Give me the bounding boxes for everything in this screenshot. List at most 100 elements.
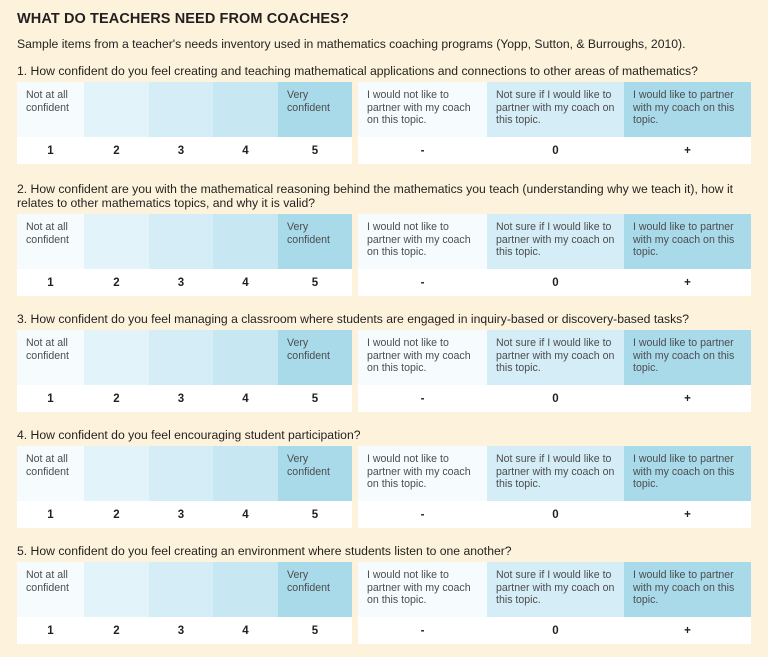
partner-option-yes[interactable]: I would like to partner with my coach on… [624,562,751,644]
partner-option-unsure[interactable]: Not sure if I would like to partner with… [487,330,624,412]
partner-option-yes[interactable]: I would like to partner with my coach on… [624,82,751,164]
scale-number: 1 [17,385,84,412]
scale-option-4[interactable]: 4 [213,214,278,296]
scale-high-label: Very confident [278,214,352,269]
partner-symbol: + [624,137,751,164]
scale-option-4[interactable]: 4 [213,82,278,164]
scale-number: 5 [278,501,352,528]
confidence-scale-2: Not at all confident 1 2 3 4 Very confide… [17,214,352,296]
partner-option-no[interactable]: I would not like to partner with my coac… [358,562,487,644]
scale-number: 4 [213,385,278,412]
scale-option-2[interactable]: 2 [84,330,149,412]
scale-option-3[interactable]: 3 [149,446,213,528]
scale-option-5[interactable]: Very confident 5 [278,446,352,528]
partner-label: I would not like to partner with my coac… [358,330,487,385]
partner-label: Not sure if I would like to partner with… [487,562,624,617]
partner-label: I would like to partner with my coach on… [624,82,751,137]
scale-option-4[interactable]: 4 [213,446,278,528]
scale-option-3[interactable]: 3 [149,82,213,164]
scale-number: 3 [149,385,213,412]
scale-low-label: Not at all confident [17,562,84,617]
question-4: 4. How confident do you feel encouraging… [17,428,361,442]
scale-number: 4 [213,137,278,164]
scale-option-3[interactable]: 3 [149,214,213,296]
scale-number: 2 [84,501,149,528]
partner-label: Not sure if I would like to partner with… [487,82,624,137]
partner-symbol: + [624,269,751,296]
partner-option-no[interactable]: I would not like to partner with my coac… [358,82,487,164]
scale-option-1[interactable]: Not at all confident 1 [17,330,84,412]
scale-number: 1 [17,269,84,296]
scale-option-2[interactable]: 2 [84,446,149,528]
scale-number: 2 [84,617,149,644]
scale-low-label: Not at all confident [17,330,84,385]
scale-number: 4 [213,617,278,644]
partner-scale-2: I would not like to partner with my coac… [358,214,751,296]
partner-label: I would not like to partner with my coac… [358,214,487,269]
partner-label: I would like to partner with my coach on… [624,562,751,617]
partner-option-unsure[interactable]: Not sure if I would like to partner with… [487,562,624,644]
scale-option-5[interactable]: Very confident 5 [278,82,352,164]
scale-low-label: Not at all confident [17,446,84,501]
scale-option-1[interactable]: Not at all confident 1 [17,446,84,528]
scale-number: 5 [278,617,352,644]
partner-option-unsure[interactable]: Not sure if I would like to partner with… [487,82,624,164]
scale-option-4[interactable]: 4 [213,330,278,412]
partner-label: Not sure if I would like to partner with… [487,214,624,269]
scale-option-4[interactable]: 4 [213,562,278,644]
partner-option-no[interactable]: I would not like to partner with my coac… [358,446,487,528]
scale-option-3[interactable]: 3 [149,330,213,412]
question-2: 2. How confident are you with the mathem… [17,182,734,210]
partner-symbol: + [624,385,751,412]
partner-scale-5: I would not like to partner with my coac… [358,562,751,644]
scale-option-5[interactable]: Very confident 5 [278,330,352,412]
partner-option-yes[interactable]: I would like to partner with my coach on… [624,214,751,296]
scale-number: 5 [278,137,352,164]
scale-option-2[interactable]: 2 [84,82,149,164]
partner-scale-3: I would not like to partner with my coac… [358,330,751,412]
scale-option-1[interactable]: Not at all confident 1 [17,562,84,644]
page-title: WHAT DO TEACHERS NEED FROM COACHES? [17,11,349,27]
scale-high-label: Very confident [278,446,352,501]
partner-symbol: - [358,385,487,412]
scale-number: 1 [17,501,84,528]
scale-option-5[interactable]: Very confident 5 [278,562,352,644]
scale-option-1[interactable]: Not at all confident 1 [17,82,84,164]
page-subtitle: Sample items from a teacher's needs inve… [17,37,686,51]
partner-scale-1: I would not like to partner with my coac… [358,82,751,164]
scale-number: 5 [278,269,352,296]
partner-label: I would not like to partner with my coac… [358,446,487,501]
partner-symbol: 0 [487,501,624,528]
partner-option-no[interactable]: I would not like to partner with my coac… [358,214,487,296]
partner-option-unsure[interactable]: Not sure if I would like to partner with… [487,446,624,528]
partner-option-unsure[interactable]: Not sure if I would like to partner with… [487,214,624,296]
partner-label: I would like to partner with my coach on… [624,446,751,501]
scale-option-3[interactable]: 3 [149,562,213,644]
partner-option-no[interactable]: I would not like to partner with my coac… [358,330,487,412]
partner-label: I would not like to partner with my coac… [358,562,487,617]
question-3: 3. How confident do you feel managing a … [17,312,690,326]
scale-number: 1 [17,617,84,644]
scale-number: 4 [213,501,278,528]
scale-number: 2 [84,385,149,412]
scale-option-1[interactable]: Not at all confident 1 [17,214,84,296]
partner-option-yes[interactable]: I would like to partner with my coach on… [624,446,751,528]
scale-number: 3 [149,137,213,164]
scale-number: 5 [278,385,352,412]
confidence-scale-3: Not at all confident 1 2 3 4 Very confide… [17,330,352,412]
partner-symbol: + [624,501,751,528]
scale-option-2[interactable]: 2 [84,214,149,296]
scale-high-label: Very confident [278,562,352,617]
partner-option-yes[interactable]: I would like to partner with my coach on… [624,330,751,412]
partner-symbol: - [358,137,487,164]
scale-number: 3 [149,617,213,644]
scale-option-5[interactable]: Very confident 5 [278,214,352,296]
confidence-scale-1: Not at all confident 1 2 3 4 Very confide… [17,82,352,164]
scale-number: 2 [84,137,149,164]
scale-high-label: Very confident [278,82,352,137]
partner-symbol: - [358,617,487,644]
scale-low-label: Not at all confident [17,82,84,137]
confidence-scale-4: Not at all confident 1 2 3 4 Very confide… [17,446,352,528]
scale-number: 3 [149,501,213,528]
scale-option-2[interactable]: 2 [84,562,149,644]
